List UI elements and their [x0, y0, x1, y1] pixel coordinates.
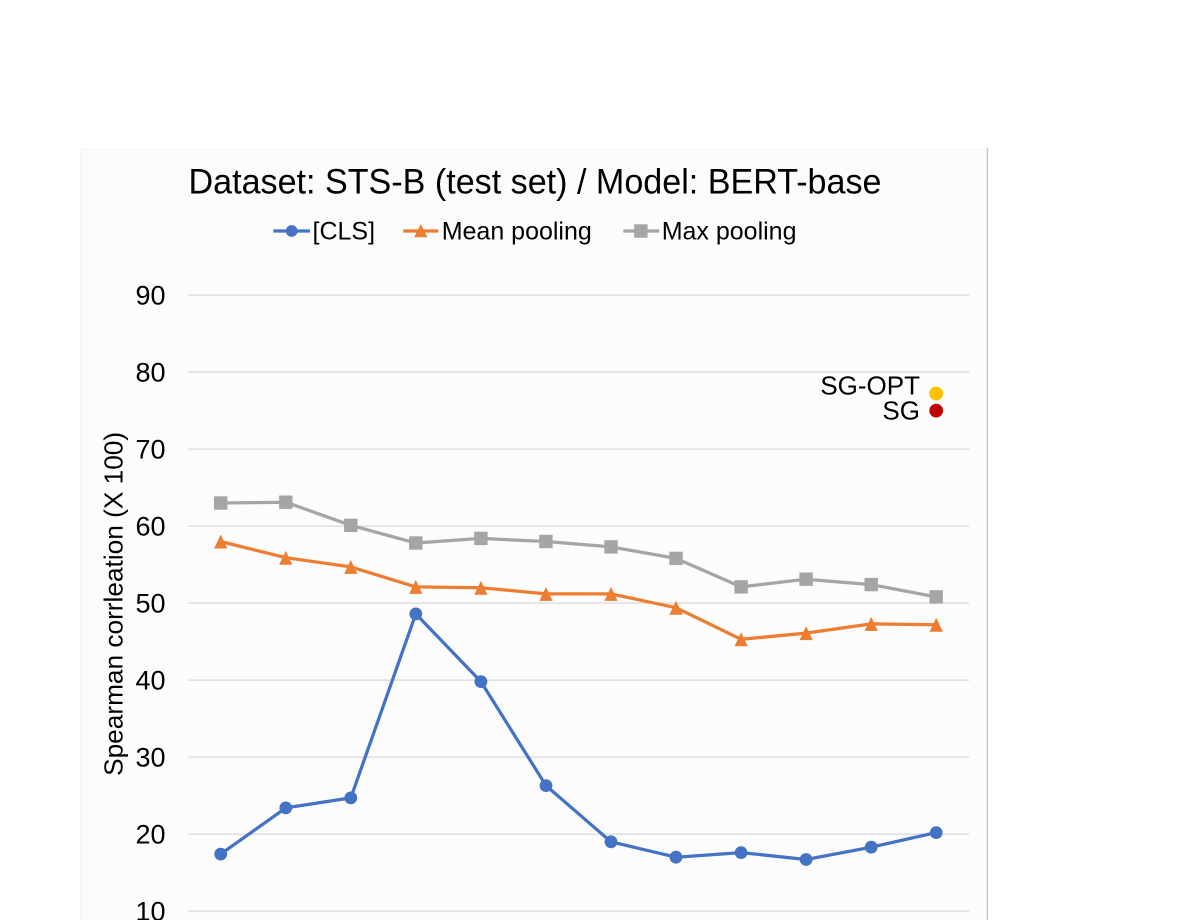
- svg-text:90: 90: [135, 280, 165, 310]
- svg-text:10: 10: [135, 896, 165, 920]
- svg-text:[CLS]: [CLS]: [313, 218, 376, 246]
- svg-text:60: 60: [135, 511, 165, 541]
- svg-text:Max pooling: Max pooling: [662, 218, 797, 246]
- svg-text:Mean pooling: Mean pooling: [442, 218, 592, 246]
- svg-text:40: 40: [135, 665, 165, 695]
- svg-text:80: 80: [135, 357, 165, 387]
- svg-text:50: 50: [135, 588, 165, 618]
- svg-text:Dataset: STS-B (test set) / Mo: Dataset: STS-B (test set) / Model: BERT-…: [189, 162, 882, 201]
- svg-text:Spearman corrleation (X 100): Spearman corrleation (X 100): [99, 432, 129, 776]
- svg-text:30: 30: [135, 742, 165, 772]
- svg-text:SG-OPT: SG-OPT: [820, 371, 920, 401]
- svg-text:20: 20: [135, 819, 165, 849]
- svg-text:SG: SG: [882, 396, 920, 426]
- svg-text:70: 70: [135, 434, 165, 464]
